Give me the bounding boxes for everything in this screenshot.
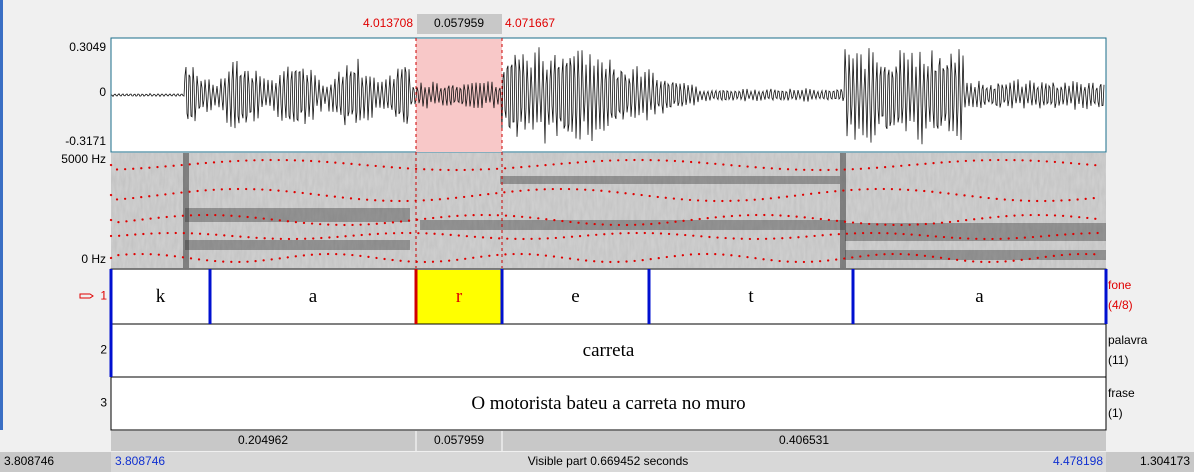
- waveform-max: 0.3049: [69, 40, 106, 54]
- interval-label[interactable]: O motorista bateu a carreta no muro: [471, 393, 745, 414]
- tier-count: (11): [1108, 353, 1128, 367]
- formant-band: [185, 208, 410, 222]
- duration-selection[interactable]: 0.057959: [434, 433, 484, 447]
- window-end[interactable]: 1.304173: [1140, 454, 1190, 468]
- tier-name: fone: [1108, 278, 1132, 292]
- tier-number: 3: [100, 396, 107, 410]
- tier-number: 2: [100, 343, 107, 357]
- formant-band: [500, 176, 840, 184]
- window-edge: [0, 0, 3, 430]
- interval-label[interactable]: r: [456, 286, 463, 307]
- interval-label[interactable]: k: [156, 286, 166, 307]
- interval-label[interactable]: carreta: [583, 340, 635, 361]
- interval-label[interactable]: e: [571, 286, 579, 307]
- selection-start: 4.013708: [363, 16, 413, 30]
- spectrogram-min: 0 Hz: [81, 252, 106, 266]
- visible-part: Visible part 0.669452 seconds: [528, 454, 689, 468]
- duration-after[interactable]: 0.406531: [779, 433, 829, 447]
- tier-name: frase: [1108, 386, 1135, 400]
- formant-band: [185, 240, 410, 250]
- selection-duration: 0.057959: [434, 16, 484, 30]
- tier-count: (1): [1108, 406, 1123, 420]
- tier-number: 1: [100, 289, 107, 303]
- praat-editor: 4.013708 0.057959 4.071667 0.3049 0 -0.3…: [0, 0, 1194, 472]
- visible-start: 3.808746: [115, 454, 165, 468]
- window-start[interactable]: 3.808746: [4, 454, 54, 468]
- selection-end: 4.071667: [505, 16, 555, 30]
- burst: [183, 153, 189, 268]
- waveform-zero: 0: [99, 85, 106, 99]
- visible-end: 4.478198: [1053, 454, 1103, 468]
- duration-before[interactable]: 0.204962: [238, 433, 288, 447]
- spectrogram-max: 5000 Hz: [61, 152, 106, 166]
- tier-count: (4/8): [1108, 298, 1133, 312]
- tier-name: palavra: [1108, 333, 1148, 347]
- interval-label[interactable]: a: [975, 286, 984, 307]
- formant-band: [420, 220, 845, 230]
- waveform-min: -0.3171: [65, 134, 106, 148]
- interval-label[interactable]: t: [748, 286, 754, 307]
- interval-label[interactable]: a: [309, 286, 318, 307]
